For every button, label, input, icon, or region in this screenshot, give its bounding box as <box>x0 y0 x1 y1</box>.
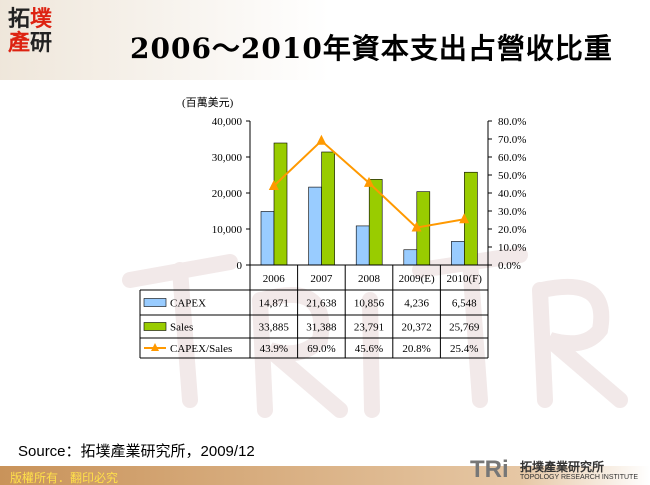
brand-mark: TRi <box>470 456 509 483</box>
sales-bar <box>273 142 288 266</box>
legend-label: CAPEX/Sales <box>170 343 232 355</box>
category-label: 2006 <box>263 273 286 285</box>
data-label: 43.9% <box>260 343 288 355</box>
right-tick-label: 20.0% <box>498 224 526 236</box>
left-tick-label: 0 <box>237 260 243 272</box>
data-label: 14,871 <box>259 298 289 310</box>
data-label: 45.6% <box>355 343 383 355</box>
data-label: 69.0% <box>307 343 335 355</box>
left-tick-label: 20,000 <box>212 188 243 200</box>
left-tick-label: 40,000 <box>212 116 243 128</box>
capex-bar <box>451 241 465 266</box>
data-label: 20.8% <box>402 343 430 355</box>
legend-swatch-capex <box>143 298 167 307</box>
capex-bar <box>260 211 275 266</box>
capex-bar <box>403 249 418 266</box>
data-label: 21,638 <box>306 298 337 310</box>
data-label: 31,388 <box>306 322 337 334</box>
category-label: 2008 <box>358 273 381 285</box>
right-tick-label: 30.0% <box>498 206 526 218</box>
background-texture <box>0 0 330 80</box>
data-label: 10,856 <box>354 298 385 310</box>
legend-marker <box>151 343 159 351</box>
data-label: 6,548 <box>452 298 477 310</box>
capex-bar <box>308 186 322 266</box>
sales-bar <box>321 151 335 266</box>
copyright: 版權所有．翻印必究 <box>10 471 119 485</box>
left-tick-label: 10,000 <box>212 224 243 236</box>
right-tick-label: 10.0% <box>498 242 526 254</box>
legend-label: Sales <box>170 322 193 334</box>
ratio-marker <box>364 176 374 187</box>
category-label: 2009(E) <box>399 273 435 285</box>
capex-bar <box>355 225 370 266</box>
source-note: Source：拓墣產業研究所，2009/12 <box>18 443 255 460</box>
brand-name: 拓墣產業研究所 <box>520 460 605 474</box>
footer-bar <box>0 466 650 485</box>
page-title: 2006～2010年資本支出占營收比重 <box>130 32 613 65</box>
data-label: 25.4% <box>450 343 478 355</box>
ratio-marker <box>268 179 279 190</box>
right-tick-label: 70.0% <box>498 134 526 146</box>
brand-english: TOPOLOGY RESEARCH INSTITUTE <box>520 474 638 481</box>
data-label: 33,885 <box>259 322 290 334</box>
right-tick-label: 40.0% <box>498 188 526 200</box>
right-tick-label: 80.0% <box>498 116 526 128</box>
category-label: 2007 <box>310 273 333 285</box>
data-label: 20,372 <box>401 322 431 334</box>
right-tick-label: 60.0% <box>498 152 526 164</box>
data-label: 25,769 <box>449 322 480 334</box>
right-tick-label: 50.0% <box>498 170 526 182</box>
ratio-marker <box>459 213 470 224</box>
ratio-marker <box>411 221 422 232</box>
data-label: 23,791 <box>354 322 384 334</box>
right-tick-label: 0.0% <box>498 260 521 272</box>
logo: 拓墣 產研 <box>8 7 53 56</box>
legend-swatch-sales <box>143 322 167 331</box>
ratio-marker <box>316 134 327 145</box>
legend-label: CAPEX <box>170 298 206 310</box>
category-label: 2010(F) <box>446 273 482 285</box>
left-tick-label: 30,000 <box>212 152 243 164</box>
y-axis-label: (百萬美元) <box>182 96 234 109</box>
data-label: 4,236 <box>404 298 429 310</box>
